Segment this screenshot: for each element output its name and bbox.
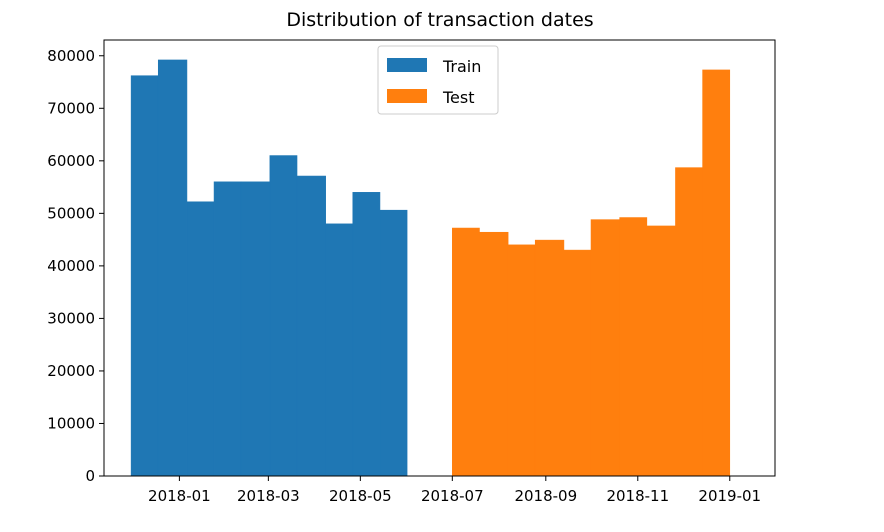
plot-frame — [103, 39, 776, 477]
bar-series-1-bin-1 — [479, 231, 509, 477]
x-axis: 2018-01 2018-03 2018-05 2018-07 2018-09 2018-… — [148, 476, 761, 505]
bar-series-0-bin-1 — [157, 59, 188, 477]
legend-swatch-test — [387, 89, 427, 103]
bar-series-0-bin-7 — [325, 223, 354, 477]
x-tick-label: 2018-07 — [421, 487, 484, 505]
bar-series-1-bin-6 — [619, 217, 648, 477]
x-tick-label: 2018-03 — [237, 487, 300, 505]
y-tick-label: 30000 — [47, 309, 95, 327]
bar-series-1-bin-4 — [563, 249, 592, 477]
y-tick-label: 70000 — [47, 99, 95, 117]
x-tick-label: 2018-11 — [606, 487, 669, 505]
bar-series-1-bin-3 — [534, 239, 565, 477]
legend-label-train: Train — [442, 57, 481, 76]
bar-series-1-bin-7 — [646, 225, 676, 477]
chart-title: Distribution of transaction dates — [286, 9, 593, 31]
legend-label-test: Test — [442, 88, 475, 107]
bar-series-0-bin-0 — [130, 75, 159, 477]
bars-layer — [130, 59, 731, 477]
legend-swatch-train — [387, 58, 427, 72]
y-tick-label: 60000 — [47, 152, 95, 170]
bar-series-1-bin-2 — [507, 244, 536, 477]
y-tick-label: 40000 — [47, 257, 95, 275]
bar-series-0-bin-9 — [379, 209, 408, 477]
y-tick-label: 80000 — [47, 47, 95, 65]
y-tick-label: 50000 — [47, 204, 95, 222]
bar-series-0-bin-6 — [296, 175, 326, 477]
legend: Train Test — [377, 45, 499, 115]
x-tick-label: 2018-05 — [329, 487, 392, 505]
x-tick-label: 2019-01 — [698, 487, 761, 505]
bar-series-1-bin-9 — [702, 69, 731, 477]
y-axis: 0 10000 20000 30000 40000 50000 60000 70000 8000… — [47, 47, 104, 485]
x-tick-label: 2018-01 — [148, 487, 211, 505]
y-tick-label: 0 — [85, 467, 95, 485]
bar-series-0-bin-3 — [213, 181, 242, 477]
bar-series-1-bin-0 — [452, 227, 480, 477]
bar-series-1-bin-8 — [675, 167, 703, 477]
y-tick-label: 10000 — [47, 414, 95, 432]
bar-series-1-bin-5 — [590, 219, 620, 477]
bar-series-0-bin-2 — [186, 201, 215, 477]
bar-series-0-bin-5 — [269, 155, 298, 477]
bar-series-0-bin-4 — [240, 181, 271, 477]
y-tick-label: 20000 — [47, 362, 95, 380]
x-tick-label: 2018-09 — [514, 487, 577, 505]
bar-series-0-bin-8 — [352, 192, 381, 477]
